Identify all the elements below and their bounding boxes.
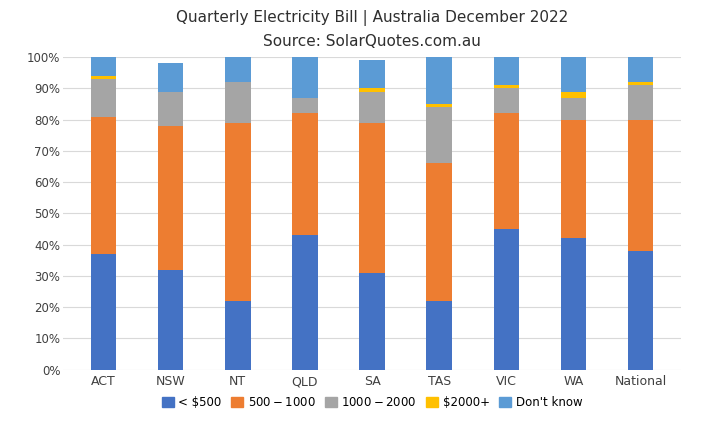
Bar [158,92,183,126]
Bar [91,79,117,117]
Bar [494,85,519,88]
Bar [91,117,117,254]
Bar [158,270,183,370]
Bar [561,238,586,370]
Bar [494,57,519,85]
Bar [628,251,654,370]
Bar [359,92,385,123]
Bar [359,273,385,370]
Bar [426,104,452,107]
Bar [628,82,654,85]
Bar [91,57,117,76]
Bar [494,88,519,114]
Bar [292,114,318,235]
Bar [561,98,586,120]
Bar [628,57,654,82]
Bar [225,57,251,82]
Bar [426,163,452,301]
Bar [561,120,586,238]
Bar [426,301,452,370]
Bar [225,301,251,370]
Bar [158,63,183,92]
Bar [494,229,519,370]
Bar [292,98,318,114]
Bar [628,85,654,120]
Bar [225,82,251,123]
Bar [225,123,251,301]
Bar [426,107,452,163]
Title: Quarterly Electricity Bill | Australia December 2022
Source: SolarQuotes.com.au: Quarterly Electricity Bill | Australia D… [176,10,568,49]
Bar [494,114,519,229]
Bar [359,88,385,92]
Bar [426,57,452,104]
Bar [158,126,183,270]
Bar [561,92,586,98]
Bar [561,57,586,92]
Bar [292,57,318,98]
Bar [628,120,654,251]
Legend: < $500, $500 - $1000, $1000- $2000, $2000+, Don't know: < $500, $500 - $1000, $1000- $2000, $200… [157,391,587,414]
Bar [359,123,385,273]
Bar [359,60,385,88]
Bar [91,254,117,370]
Bar [91,76,117,79]
Bar [292,235,318,370]
